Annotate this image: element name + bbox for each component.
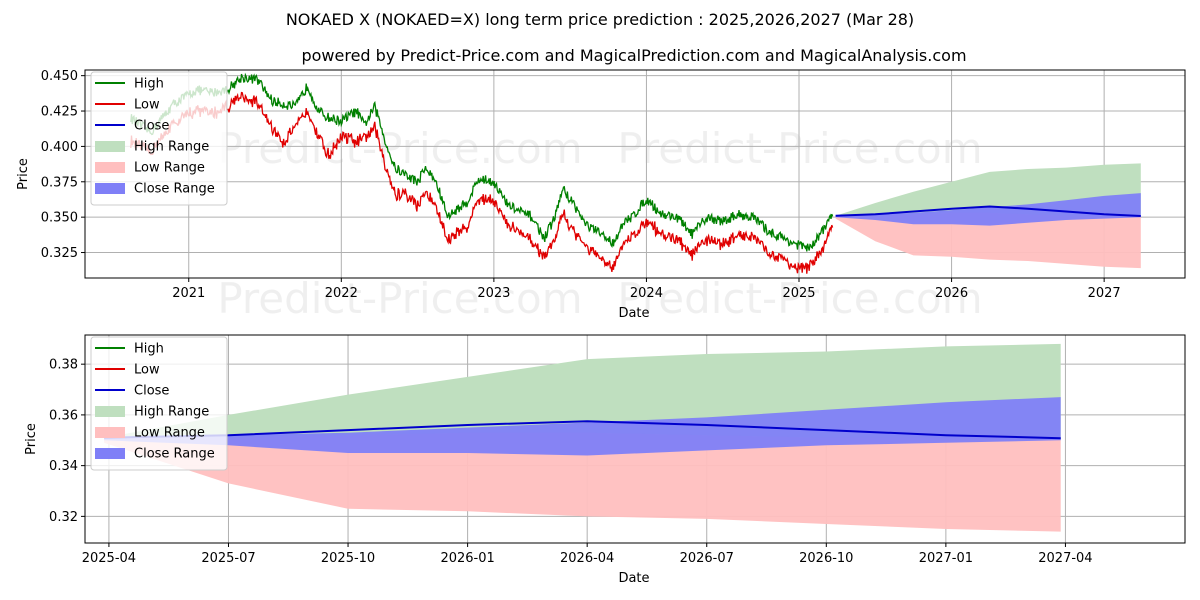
range-fills [835, 163, 1141, 269]
low-range-band [835, 212, 1141, 269]
x-axis-label: Date [618, 306, 649, 321]
close-series-line [835, 205, 1141, 217]
series-lines [104, 420, 1061, 440]
low-range-band [104, 432, 1061, 532]
legend-high-label: High [134, 342, 164, 357]
watermark: Predict-Price.com [617, 124, 982, 173]
axes-frame [84, 334, 1186, 544]
history-panel: Predict-Price.com Predict-Price.com Pred… [16, 69, 1186, 323]
y-axis-ticks: 0.32 0.34 0.36 0.38 [49, 358, 85, 525]
close-series-line [104, 420, 1061, 440]
watermark: Predict-Price.com [217, 274, 582, 323]
axes-frame [84, 69, 1186, 279]
legend-low-label: Low [134, 363, 160, 378]
y-tick-label: 0.36 [49, 408, 78, 423]
y-tick-label: 0.400 [41, 140, 78, 155]
legend: High Low Close High Range Low Range Close Ran… [90, 336, 228, 471]
x-tick-label: 2022 [325, 286, 358, 301]
high-series-line [130, 72, 834, 252]
y-axis-ticks: 0.325 0.350 0.375 0.400 0.425 0.450 [41, 69, 85, 261]
x-tick-label: 2026-04 [560, 551, 614, 566]
legend-close-range-swatch [95, 183, 125, 194]
x-axis-ticks: 2025-04 2025-07 2025-10 2026-01 2026-04 2026-… [82, 543, 1093, 566]
watermark-group: Predict-Price.com Predict-Price.com Pred… [217, 124, 982, 323]
chart-subtitle: powered by Predict-Price.com and Magical… [301, 46, 966, 65]
y-tick-label: 0.34 [49, 459, 78, 474]
y-tick-label: 0.32 [49, 510, 78, 525]
legend-low-label: Low [134, 98, 160, 113]
series-lines [130, 72, 1141, 274]
watermark: Predict-Price.com [617, 274, 982, 323]
x-axis-label: Date [618, 571, 649, 586]
close-range-band [835, 193, 1141, 226]
x-tick-label: 2025 [782, 286, 815, 301]
y-tick-label: 0.38 [49, 358, 78, 373]
x-tick-label: 2027-01 [919, 551, 973, 566]
x-tick-label: 2026 [935, 286, 968, 301]
x-tick-label: 2025-10 [321, 551, 375, 566]
y-tick-label: 0.350 [41, 211, 78, 226]
legend-close-label: Close [134, 119, 169, 134]
y-tick-label: 0.425 [41, 105, 78, 120]
x-axis-ticks: 2021 2022 2023 2024 2025 2026 2027 [172, 278, 1121, 301]
legend-low-range-label: Low Range [134, 161, 205, 176]
range-fills [104, 343, 1061, 532]
y-tick-label: 0.325 [41, 246, 78, 261]
chart-title: NOKAED X (NOKAED=X) long term price pred… [286, 10, 914, 29]
legend-high-range-swatch [95, 406, 125, 417]
y-tick-label: 0.375 [41, 175, 78, 190]
x-tick-label: 2026-10 [799, 551, 853, 566]
legend-close-range-swatch [95, 448, 125, 459]
x-tick-label: 2027-04 [1038, 551, 1092, 566]
legend-low-range-swatch [95, 427, 125, 438]
x-tick-label: 2025-07 [201, 551, 255, 566]
close-range-band [104, 397, 1061, 456]
legend-close-range-label: Close Range [134, 182, 215, 197]
x-tick-label: 2026-01 [440, 551, 494, 566]
legend-high-range-swatch [95, 141, 125, 152]
y-axis-label: Price [24, 423, 39, 455]
legend: High Low Close High Range Low Range Close Ran… [90, 71, 228, 206]
x-tick-label: 2021 [172, 286, 205, 301]
x-tick-label: 2023 [477, 286, 510, 301]
x-tick-label: 2024 [630, 286, 663, 301]
y-axis-label: Price [16, 158, 31, 190]
legend-high-range-label: High Range [134, 405, 209, 420]
legend-close-label: Close [134, 384, 169, 399]
legend-high-range-label: High Range [134, 140, 209, 155]
x-tick-label: 2027 [1088, 286, 1121, 301]
legend-high-label: High [134, 77, 164, 92]
x-tick-label: 2025-04 [82, 551, 136, 566]
legend-close-range-label: Close Range [134, 447, 215, 462]
low-series-line [130, 91, 834, 274]
y-tick-label: 0.450 [41, 69, 78, 84]
legend-low-range-label: Low Range [134, 426, 205, 441]
x-tick-label: 2026-07 [680, 551, 734, 566]
legend-low-range-swatch [95, 162, 125, 173]
forecast-panel: Predict-Price.com Predict-Price.com 2025… [24, 334, 1186, 586]
